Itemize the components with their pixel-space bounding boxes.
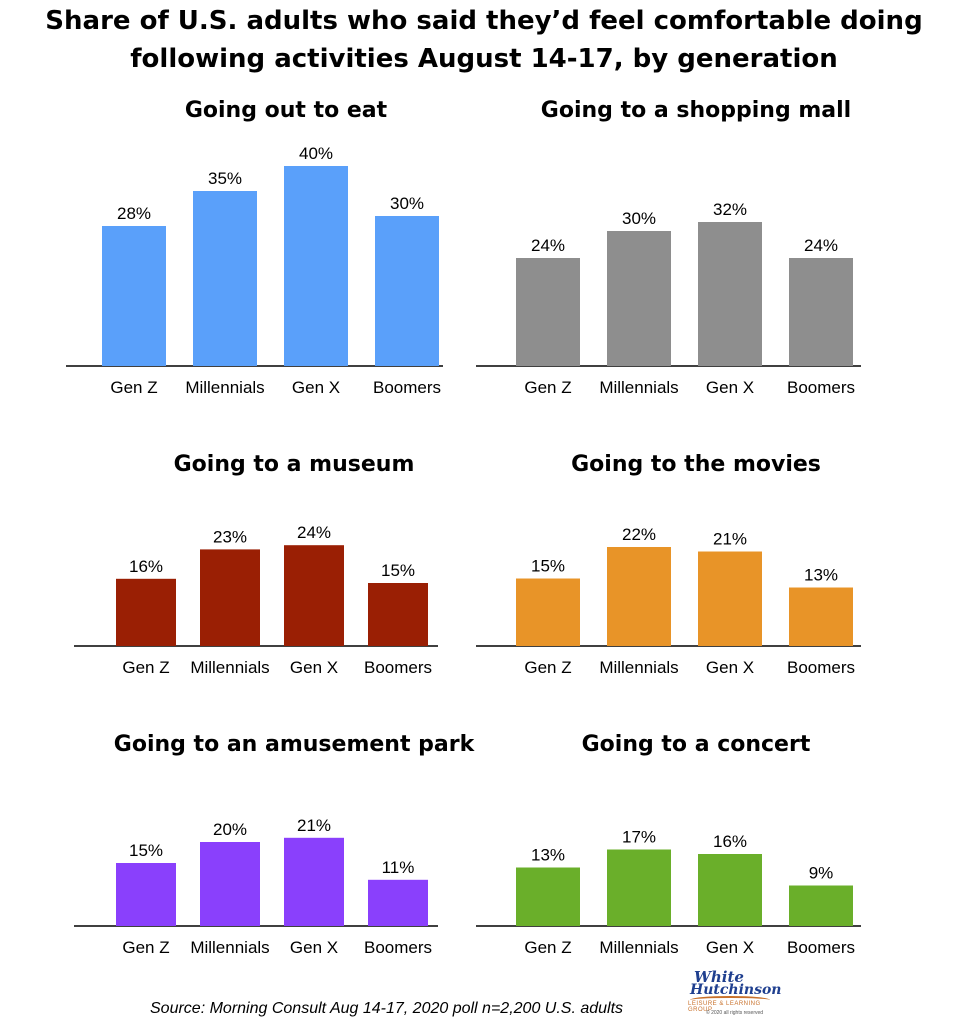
bar-boomers <box>789 885 853 926</box>
logo-line1: White <box>694 968 744 986</box>
x-tick-label: Boomers <box>364 658 432 677</box>
panel-title: Going to a concert <box>581 732 811 757</box>
x-tick-label: Boomers <box>787 658 855 677</box>
logo-swoosh <box>690 996 770 1004</box>
x-tick-label: Gen X <box>292 378 340 397</box>
bar-millennials <box>200 549 260 646</box>
x-tick-label: Gen Z <box>122 938 169 957</box>
bar-gen-z <box>516 578 580 646</box>
bar-gen-x <box>698 854 762 926</box>
data-label: 21% <box>297 816 331 835</box>
data-label: 13% <box>804 566 838 585</box>
bar-gen-z <box>516 867 580 926</box>
panel-title: Going to a museum <box>173 452 415 477</box>
bar-gen-x <box>698 222 762 366</box>
bar-millennials <box>200 842 260 926</box>
x-tick-label: Gen Z <box>524 658 571 677</box>
bar-gen-z <box>102 226 166 366</box>
chart-title: Share of U.S. adults who said they’d fee… <box>45 6 923 74</box>
data-label: 16% <box>129 557 163 576</box>
data-label: 30% <box>622 209 656 228</box>
logo-line2: Hutchinson <box>690 982 782 998</box>
data-label: 24% <box>531 236 565 255</box>
data-label: 24% <box>297 523 331 542</box>
x-tick-label: Millennials <box>599 378 678 397</box>
bar-gen-z <box>116 578 176 646</box>
bar-gen-x <box>284 166 348 366</box>
panel-title: Going to the movies <box>571 452 821 477</box>
bar-boomers <box>368 583 428 646</box>
data-label: 13% <box>531 846 565 865</box>
data-label: 17% <box>622 828 656 847</box>
x-tick-label: Gen Z <box>524 938 571 957</box>
x-tick-label: Gen Z <box>110 378 157 397</box>
data-label: 32% <box>713 200 747 219</box>
bar-gen-z <box>116 863 176 926</box>
data-label: 9% <box>809 864 834 883</box>
bar-chart-going-to-the-movies: 15% Gen Z 22% Millennials 21% Gen X 13% Boomers <box>476 525 861 677</box>
bar-gen-x <box>284 837 344 926</box>
data-label: 15% <box>381 561 415 580</box>
data-label: 15% <box>531 557 565 576</box>
data-label: 24% <box>804 236 838 255</box>
panel-going-to-a-museum: Going to a museum 16% Gen Z 23% Millennials… <box>74 450 514 700</box>
bar-boomers <box>789 587 853 646</box>
white-hutchinson-logo: White Hutchinson LEISURE & LEARNING GROU… <box>688 968 781 1020</box>
logo-tagline: LEISURE & LEARNING GROUP <box>688 1001 761 1013</box>
bar-millennials <box>607 231 671 366</box>
bar-chart-going-to-a-museum: 16% Gen Z 23% Millennials 24% Gen X 15% Boomers <box>74 523 438 677</box>
data-label: 21% <box>713 530 747 549</box>
x-tick-label: Boomers <box>373 378 441 397</box>
bar-gen-z <box>516 258 580 366</box>
panel-going-out-to-eat: Going out to eat 28% Gen Z 35% Millennials 4… <box>66 96 506 416</box>
data-label: 15% <box>129 841 163 860</box>
data-label: 11% <box>382 858 415 877</box>
x-tick-label: Boomers <box>787 938 855 957</box>
bar-boomers <box>375 216 439 366</box>
x-tick-label: Millennials <box>599 938 678 957</box>
bar-millennials <box>607 547 671 646</box>
x-tick-label: Gen X <box>706 378 754 397</box>
bar-gen-x <box>698 551 762 646</box>
panel-title: Going to an amusement park <box>113 732 475 757</box>
panel-going-to-a-shopping-mall: Going to a shopping mall 24% Gen Z 30% Mill… <box>476 96 916 416</box>
x-tick-label: Gen X <box>290 938 338 957</box>
x-tick-label: Millennials <box>599 658 678 677</box>
bar-chart-going-to-a-shopping-mall: 24% Gen Z 30% Millennials 32% Gen X 24% Boomers <box>476 200 861 397</box>
data-label: 30% <box>390 194 424 213</box>
x-tick-label: Gen Z <box>122 658 169 677</box>
x-tick-label: Gen X <box>706 658 754 677</box>
bar-millennials <box>193 191 257 366</box>
logo-rights: © 2020 all rights reserved <box>706 1010 764 1016</box>
bar-gen-x <box>284 545 344 646</box>
panel-going-to-a-concert: Going to a concert 13% Gen Z 17% Millennial… <box>476 730 916 980</box>
x-tick-label: Boomers <box>787 378 855 397</box>
data-label: 16% <box>713 832 747 851</box>
data-label: 23% <box>213 527 247 546</box>
data-label: 35% <box>208 169 242 188</box>
bar-millennials <box>607 849 671 926</box>
bar-boomers <box>789 258 853 366</box>
x-tick-label: Gen Z <box>524 378 571 397</box>
x-tick-label: Millennials <box>190 938 269 957</box>
x-tick-label: Gen X <box>290 658 338 677</box>
data-label: 20% <box>213 820 247 839</box>
bar-boomers <box>368 879 428 926</box>
panel-going-to-the-movies: Going to the movies 15% Gen Z 22% Millennia… <box>476 450 916 700</box>
panel-going-to-an-amusement-park: Going to an amusement park 15% Gen Z 20% Mi… <box>74 730 514 980</box>
bar-chart-going-to-a-concert: 13% Gen Z 17% Millennials 16% Gen X 9% Boomers <box>476 828 861 957</box>
data-label: 28% <box>117 204 151 223</box>
panel-title: Going out to eat <box>184 98 388 123</box>
x-tick-label: Millennials <box>185 378 264 397</box>
data-label: 22% <box>622 525 656 544</box>
data-label: 40% <box>299 144 333 163</box>
bar-chart-going-out-to-eat: 28% Gen Z 35% Millennials 40% Gen X 30% Boomers <box>66 144 443 397</box>
source-note: Source: Morning Consult Aug 14-17, 2020 … <box>150 1000 624 1017</box>
x-tick-label: Gen X <box>706 938 754 957</box>
x-tick-label: Millennials <box>190 658 269 677</box>
panel-title: Going to a shopping mall <box>540 98 852 123</box>
bar-chart-going-to-an-amusement-park: 15% Gen Z 20% Millennials 21% Gen X 11% Boomers <box>74 816 438 957</box>
x-tick-label: Boomers <box>364 938 432 957</box>
